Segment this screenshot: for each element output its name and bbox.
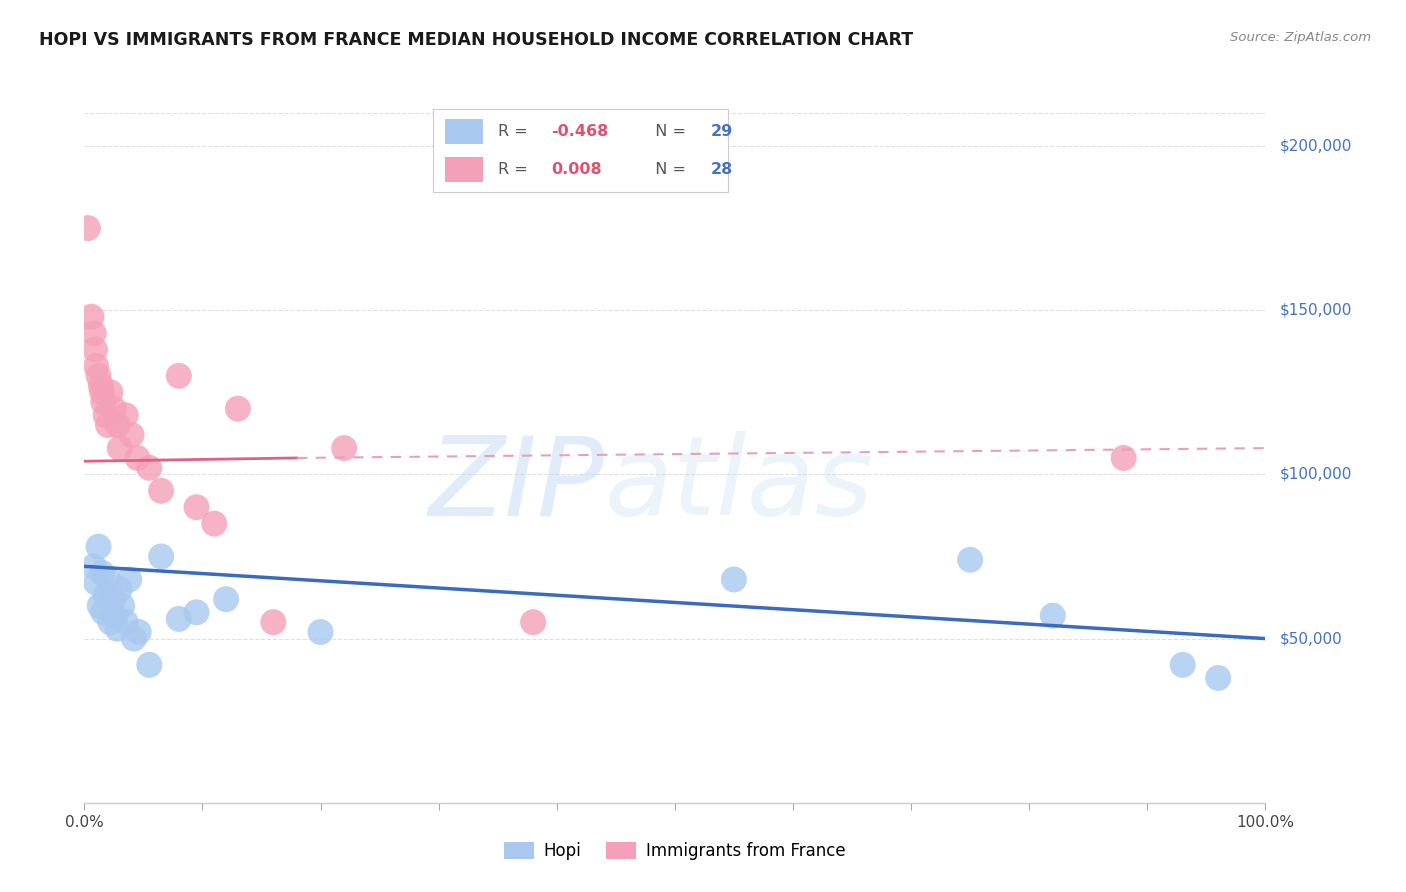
Text: $200,000: $200,000 [1279,138,1353,153]
Point [91,566,114,580]
Point [104,608,127,623]
Point [90,378,112,392]
Point [1112,450,1135,465]
Text: Source: ZipAtlas.com: Source: ZipAtlas.com [1230,31,1371,45]
Point [87,368,110,383]
Point [77,221,100,235]
Point [138,460,160,475]
Point [118,573,141,587]
Point [1206,671,1229,685]
Text: HOPI VS IMMIGRANTS FROM FRANCE MEDIAN HOUSEHOLD INCOME CORRELATION CHART: HOPI VS IMMIGRANTS FROM FRANCE MEDIAN HO… [39,31,914,49]
Point [114,409,136,423]
Point [522,615,544,630]
Point [150,549,173,564]
Point [83,326,105,341]
Text: ZIP: ZIP [429,432,605,539]
Point [87,540,110,554]
Point [91,395,114,409]
Point [121,428,143,442]
Point [1042,608,1064,623]
Point [108,582,131,597]
Point [83,559,105,574]
Point [107,418,129,433]
Point [138,657,160,672]
Point [723,573,745,587]
Point [80,310,103,324]
Text: $150,000: $150,000 [1279,302,1353,318]
Point [108,441,131,455]
Point [107,622,129,636]
Point [97,418,120,433]
Point [186,605,208,619]
Point [94,409,117,423]
Point [103,401,125,416]
Text: atlas: atlas [605,432,873,539]
Point [84,575,107,590]
Point [127,450,149,465]
Point [167,612,190,626]
Point [150,483,173,498]
Point [959,553,981,567]
Point [91,385,114,400]
Point [101,592,124,607]
Point [309,625,332,640]
Point [167,368,190,383]
Point [111,599,134,613]
Point [202,516,225,531]
Point [128,625,150,640]
Text: $100,000: $100,000 [1279,467,1353,482]
Point [94,589,117,603]
Point [333,441,356,455]
Point [89,599,111,613]
Point [262,615,284,630]
Point [226,401,249,416]
Point [91,605,114,619]
Point [84,359,107,373]
Point [98,385,121,400]
Point [186,500,208,515]
Point [122,632,145,646]
Legend: Hopi, Immigrants from France: Hopi, Immigrants from France [498,835,852,867]
Point [215,592,238,607]
Point [98,615,121,630]
Text: $50,000: $50,000 [1279,632,1343,646]
Point [97,573,120,587]
Point [1171,657,1194,672]
Point [114,615,136,630]
Point [84,343,107,357]
